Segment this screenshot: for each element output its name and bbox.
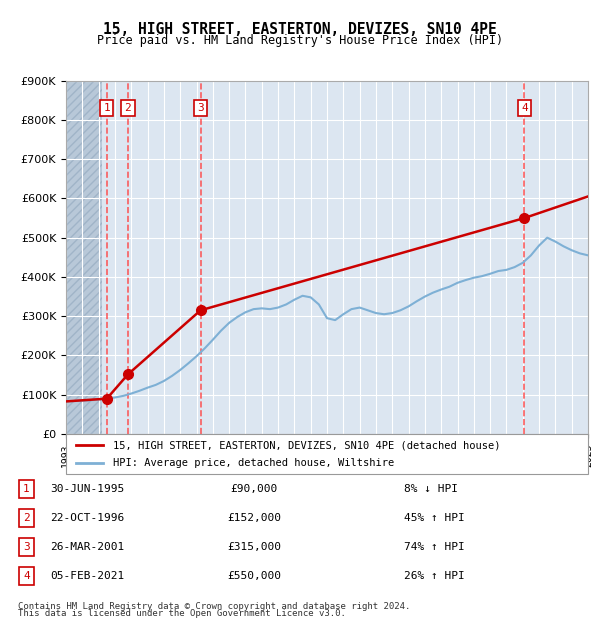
Text: £550,000: £550,000 bbox=[227, 571, 281, 581]
Text: 1: 1 bbox=[23, 484, 30, 494]
Text: £152,000: £152,000 bbox=[227, 513, 281, 523]
Text: Price paid vs. HM Land Registry's House Price Index (HPI): Price paid vs. HM Land Registry's House … bbox=[97, 34, 503, 47]
Text: 3: 3 bbox=[23, 542, 30, 552]
Text: 4: 4 bbox=[521, 103, 528, 113]
Text: 3: 3 bbox=[197, 103, 204, 113]
Text: 4: 4 bbox=[23, 571, 30, 581]
Text: 8% ↓ HPI: 8% ↓ HPI bbox=[404, 484, 458, 494]
FancyBboxPatch shape bbox=[66, 434, 588, 474]
Text: 15, HIGH STREET, EASTERTON, DEVIZES, SN10 4PE: 15, HIGH STREET, EASTERTON, DEVIZES, SN1… bbox=[103, 22, 497, 37]
Text: 05-FEB-2021: 05-FEB-2021 bbox=[50, 571, 124, 581]
Text: 45% ↑ HPI: 45% ↑ HPI bbox=[404, 513, 464, 523]
Text: 26-MAR-2001: 26-MAR-2001 bbox=[50, 542, 124, 552]
Text: £315,000: £315,000 bbox=[227, 542, 281, 552]
Text: 1: 1 bbox=[103, 103, 110, 113]
Text: 2: 2 bbox=[23, 513, 30, 523]
Text: This data is licensed under the Open Government Licence v3.0.: This data is licensed under the Open Gov… bbox=[18, 609, 346, 618]
Bar bbox=[66, 81, 102, 434]
Text: 2: 2 bbox=[125, 103, 131, 113]
Text: HPI: Average price, detached house, Wiltshire: HPI: Average price, detached house, Wilt… bbox=[113, 458, 394, 468]
Text: 30-JUN-1995: 30-JUN-1995 bbox=[50, 484, 124, 494]
Text: 15, HIGH STREET, EASTERTON, DEVIZES, SN10 4PE (detached house): 15, HIGH STREET, EASTERTON, DEVIZES, SN1… bbox=[113, 440, 500, 450]
Text: 26% ↑ HPI: 26% ↑ HPI bbox=[404, 571, 464, 581]
Text: Contains HM Land Registry data © Crown copyright and database right 2024.: Contains HM Land Registry data © Crown c… bbox=[18, 601, 410, 611]
Text: 74% ↑ HPI: 74% ↑ HPI bbox=[404, 542, 464, 552]
Text: £90,000: £90,000 bbox=[230, 484, 278, 494]
Text: 22-OCT-1996: 22-OCT-1996 bbox=[50, 513, 124, 523]
